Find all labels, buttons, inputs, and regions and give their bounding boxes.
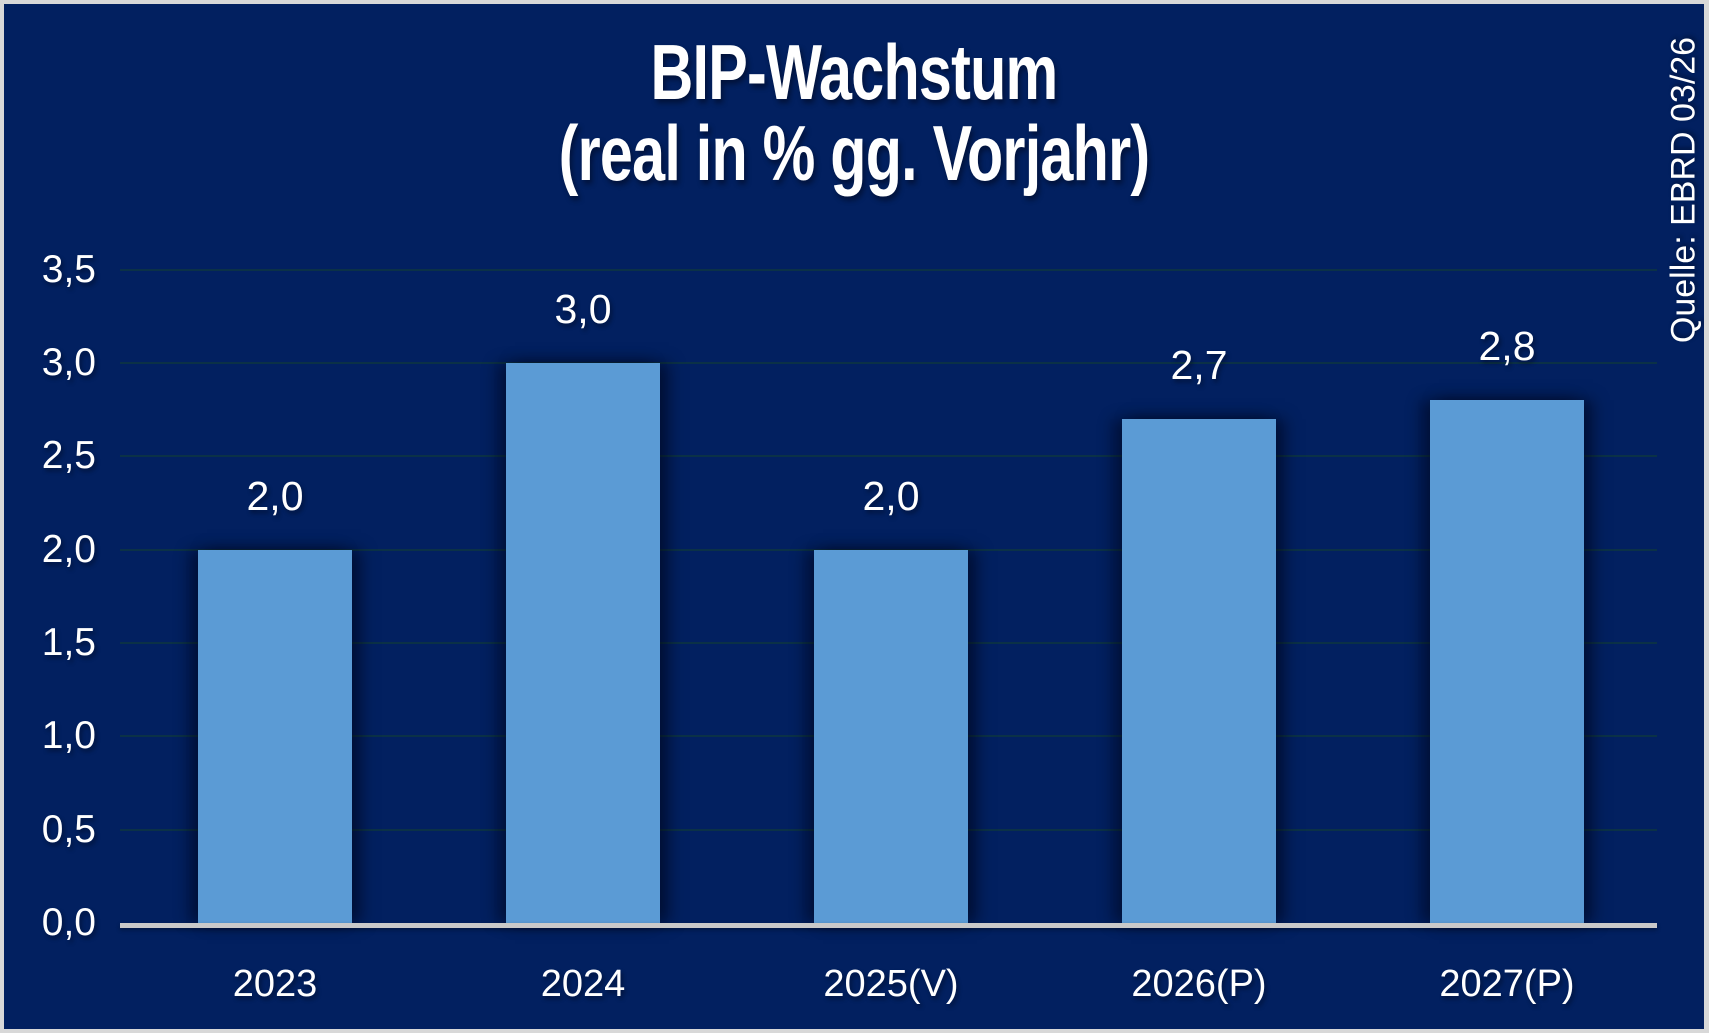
chart-canvas: BIP-Wachstum (real in % gg. Vorjahr) 3,5… [4, 4, 1704, 1029]
x-axis-tick-label: 2027(P) [1439, 963, 1575, 1005]
bar-value-label: 2,8 [1478, 323, 1536, 369]
x-axis-tick-label: 2025(V) [823, 963, 959, 1005]
x-axis-tick-label: 2026(P) [1131, 963, 1267, 1005]
gridline [120, 362, 1657, 364]
chart-subtitle: (real in % gg. Vorjahr) [558, 109, 1151, 197]
y-axis-tick-label: 2,0 [41, 528, 96, 571]
bar-2025(V) [814, 550, 968, 923]
bar-value-label: 2,0 [246, 473, 304, 519]
y-axis-tick-label: 3,0 [41, 341, 96, 384]
x-axis-tick-label: 2023 [232, 963, 318, 1005]
bar-value-label: 2,0 [862, 473, 920, 519]
y-axis-tick-label: 3,5 [41, 248, 96, 291]
bar-2026(P) [1122, 419, 1276, 923]
y-axis-tick-label: 1,0 [41, 714, 96, 757]
x-axis-tick-label: 2024 [540, 963, 626, 1005]
source-note: Quelle: EBRD 03/26 [1664, 36, 1703, 344]
y-axis-tick-label: 2,5 [41, 434, 96, 477]
chart-title-block: BIP-Wachstum (real in % gg. Vorjahr) [208, 32, 1500, 194]
gridline [120, 455, 1657, 457]
y-axis-tick-label: 0,0 [41, 901, 96, 944]
bar-value-label: 2,7 [1170, 342, 1228, 388]
bar-2023 [198, 550, 352, 923]
y-axis-tick-label: 1,5 [41, 621, 96, 664]
bar-value-label: 3,0 [554, 286, 612, 332]
bar-2024 [506, 363, 660, 923]
x-axis-line [120, 923, 1657, 928]
y-axis-tick-label: 0,5 [41, 808, 96, 851]
chart-title: BIP-Wachstum [650, 28, 1059, 116]
bar-2027(P) [1430, 400, 1584, 923]
gridline [120, 269, 1657, 271]
